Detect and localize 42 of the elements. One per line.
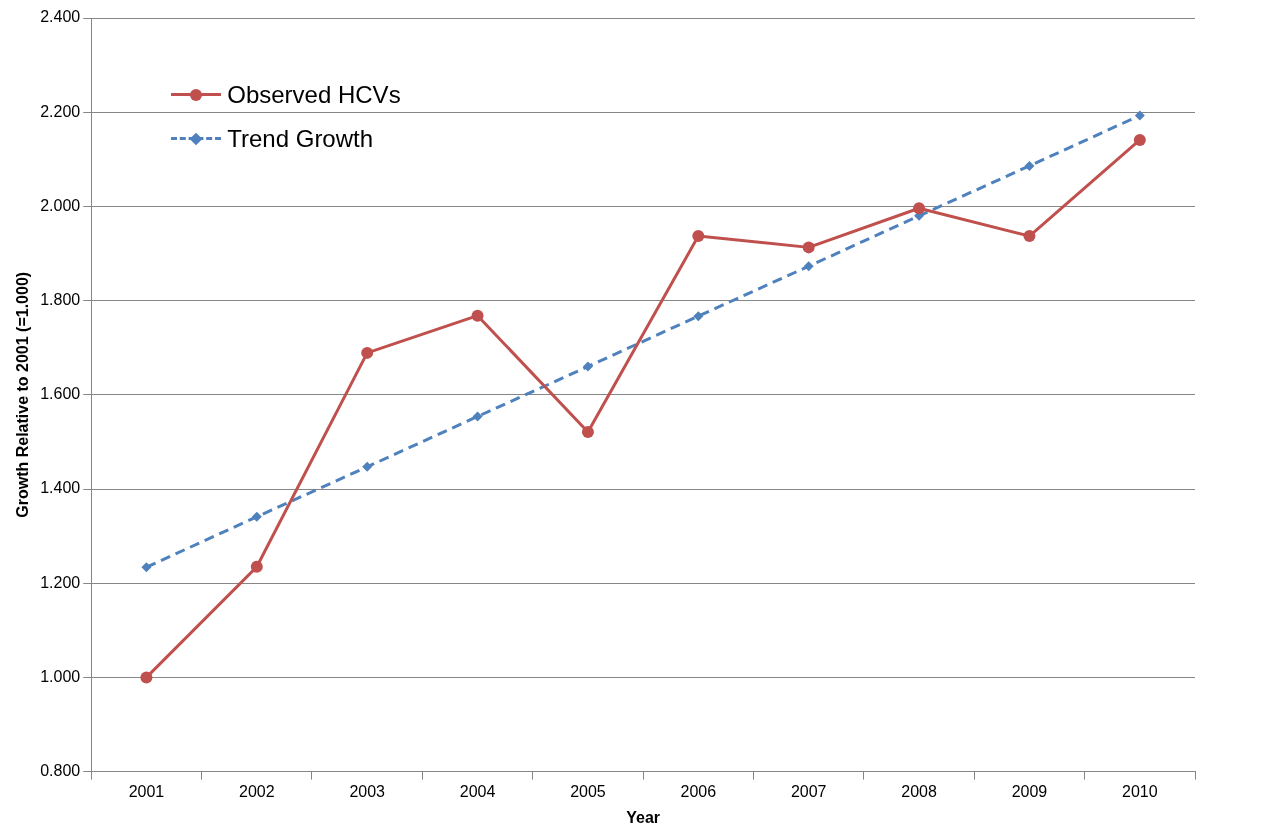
x-tick-label: 2010: [1122, 782, 1158, 800]
y-tick-label: 2.200: [40, 102, 81, 120]
x-tick-label: 2001: [128, 782, 165, 800]
point: [1134, 110, 1145, 121]
legend-label: Trend Growth: [227, 125, 374, 153]
point: [251, 511, 262, 522]
y-tick-label: 1.800: [40, 291, 81, 309]
point: [581, 426, 594, 439]
point: [361, 346, 374, 359]
point: [803, 261, 814, 272]
legend-label: Observed HCVs: [227, 81, 401, 109]
point: [1133, 133, 1146, 146]
point: [1023, 230, 1036, 243]
point: [913, 202, 926, 215]
point: [472, 411, 483, 422]
x-tick-label: 2002: [239, 782, 275, 800]
point: [471, 309, 484, 322]
point: [140, 671, 153, 684]
x-tick-label: 2004: [459, 782, 496, 800]
y-tick-label: 0.800: [40, 762, 81, 780]
x-tick-label: 2008: [901, 782, 937, 800]
y-tick-label: 1.400: [40, 479, 81, 497]
y-tick-label: 1.600: [40, 385, 81, 403]
point: [692, 230, 705, 243]
point: [141, 562, 152, 573]
y-tick-label: 1.200: [40, 573, 81, 591]
point: [250, 560, 263, 573]
point: [693, 311, 704, 322]
y-tick-label: 2.400: [40, 8, 81, 26]
x-tick-label: 2007: [790, 782, 827, 800]
point: [802, 241, 815, 254]
point: [362, 461, 373, 472]
x-tick-label: 2009: [1011, 782, 1048, 800]
point: [1024, 160, 1035, 171]
x-tick-label: 2006: [680, 782, 717, 800]
point: [582, 361, 593, 372]
y-tick-label: 2.000: [40, 196, 81, 214]
y-axis-title: Growth Relative to 2001 (=1.000): [14, 271, 32, 518]
x-tick-label: 2005: [570, 782, 606, 800]
x-tick-label: 2003: [349, 782, 386, 800]
x-axis-title: Year: [626, 808, 661, 826]
y-tick-label: 1.000: [40, 667, 81, 685]
